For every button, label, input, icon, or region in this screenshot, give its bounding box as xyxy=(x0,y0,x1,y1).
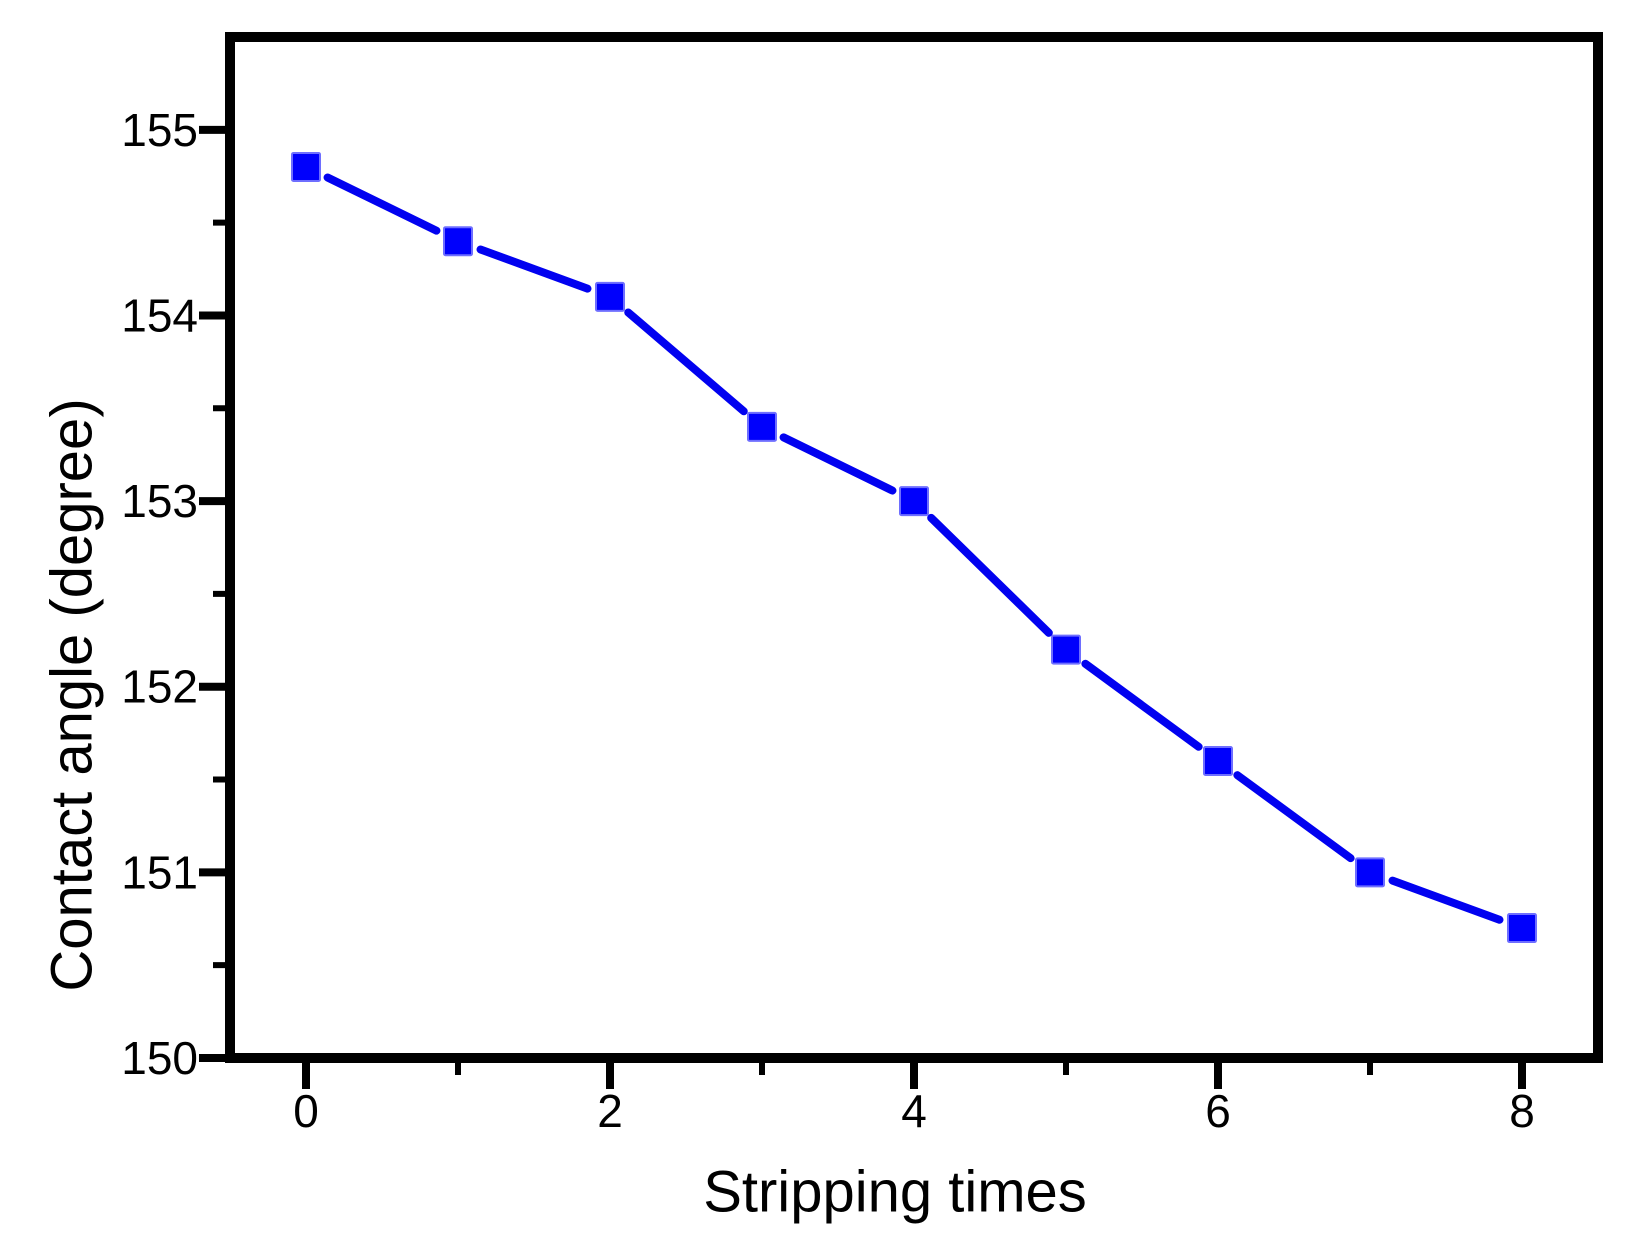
y-tick-label: 151 xyxy=(121,846,198,898)
series-line-segment xyxy=(1233,771,1355,863)
y-tick-label: 154 xyxy=(121,289,198,341)
x-tick-label: 8 xyxy=(1509,1085,1535,1137)
x-tick-label: 4 xyxy=(901,1085,927,1137)
y-tick-label: 150 xyxy=(121,1032,198,1084)
data-point-marker xyxy=(899,486,929,517)
data-point-marker xyxy=(595,281,625,312)
data-point-marker xyxy=(291,151,321,182)
data-point-marker xyxy=(747,411,777,442)
series-line-segment xyxy=(323,173,441,235)
data-point-marker xyxy=(1203,745,1233,776)
y-tick-label: 153 xyxy=(121,475,198,527)
x-axis-title: Stripping times xyxy=(703,1160,1087,1225)
x-tick-label: 2 xyxy=(597,1085,623,1137)
x-tick-label: 6 xyxy=(1205,1085,1231,1137)
series-line-segment xyxy=(1388,876,1504,924)
y-tick-label: 152 xyxy=(121,661,198,713)
series-line-segment xyxy=(1081,659,1203,751)
data-point-marker xyxy=(1355,857,1385,888)
series-line-segment xyxy=(624,308,748,416)
data-point-marker xyxy=(1507,913,1537,944)
y-axis-title: Contact angle (degree) xyxy=(40,398,105,991)
x-tick-label: 0 xyxy=(293,1085,319,1137)
plot-frame xyxy=(225,32,1603,1063)
data-point-marker xyxy=(443,226,473,257)
series-line-segment xyxy=(779,433,897,495)
series-line-segment xyxy=(476,245,592,293)
series-line-segment xyxy=(927,513,1053,637)
data-point-marker xyxy=(1051,634,1081,665)
y-tick-label: 155 xyxy=(121,104,198,156)
